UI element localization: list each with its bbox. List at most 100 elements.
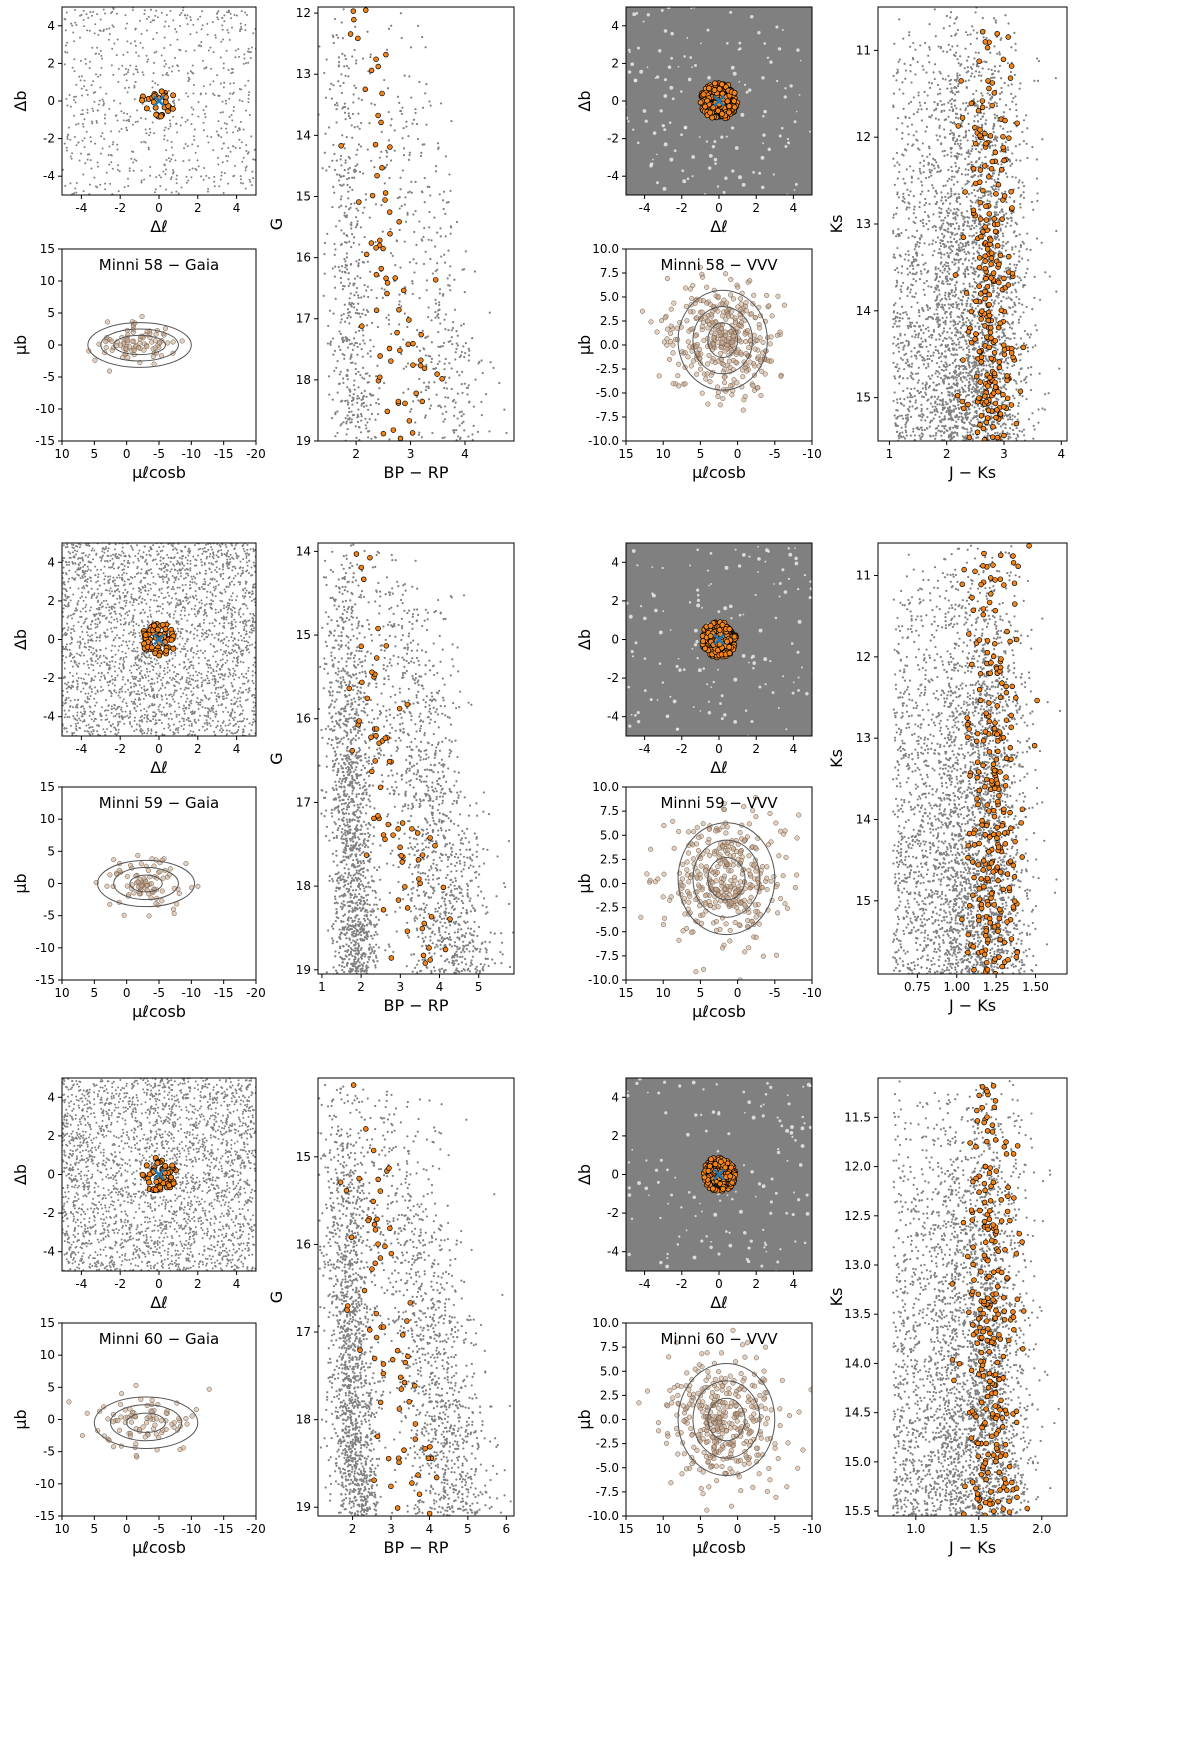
field-star [1009, 224, 1012, 227]
field-star [892, 229, 895, 233]
field-star [250, 46, 253, 49]
field-star [458, 355, 461, 359]
field-star [383, 288, 386, 291]
field-gap [724, 176, 728, 181]
field-star [954, 165, 958, 168]
field-gap [691, 66, 693, 69]
pm-point [141, 347, 147, 353]
field-gap [659, 109, 663, 113]
field-star [434, 302, 438, 305]
field-star [350, 124, 353, 127]
field-star [385, 155, 388, 158]
field-star [328, 309, 332, 312]
pm-point [139, 313, 145, 320]
pm-point [682, 381, 688, 387]
field-star [174, 28, 177, 31]
field-star [383, 78, 386, 82]
pm-point [149, 339, 155, 345]
field-star [348, 394, 351, 397]
field-star [139, 41, 142, 44]
field-star [1019, 367, 1022, 371]
field-star [225, 102, 228, 105]
field-star [373, 435, 376, 439]
field-star [225, 127, 228, 130]
field-star [389, 252, 393, 255]
field-star [923, 428, 926, 432]
field-star [116, 38, 119, 41]
field-star [177, 98, 180, 101]
field-star [411, 122, 414, 125]
field-star [901, 131, 904, 135]
x-tick-label: 0 [155, 201, 163, 215]
field-star [333, 253, 336, 256]
field-star [111, 167, 114, 170]
field-star [934, 345, 937, 348]
field-gap [738, 47, 742, 51]
field-gap [734, 146, 739, 150]
field-star [252, 177, 255, 180]
field-gap [789, 84, 793, 88]
field-star [908, 405, 911, 408]
field-star [80, 13, 83, 16]
member-star [383, 51, 389, 58]
field-star [386, 151, 389, 154]
field-star [170, 158, 173, 161]
field-star [967, 192, 971, 196]
field-star [934, 241, 937, 244]
field-star [937, 118, 940, 121]
field-star [203, 166, 206, 169]
field-star [333, 191, 336, 194]
member-star [395, 398, 402, 405]
member-star [402, 400, 408, 407]
field-star [903, 437, 907, 440]
field-star [354, 216, 358, 219]
field-star [179, 124, 182, 127]
field-star [335, 33, 338, 37]
field-star [1014, 95, 1017, 98]
x-tick-label: 4 [233, 201, 241, 215]
field-star [949, 251, 952, 255]
field-star [81, 94, 84, 97]
field-star [111, 47, 114, 50]
member-star [377, 237, 383, 244]
field-star [928, 61, 931, 64]
field-star [92, 10, 95, 13]
field-star [361, 312, 364, 315]
field-star [951, 261, 954, 264]
y-tick-label: -5 [43, 370, 55, 384]
field-star [348, 240, 351, 243]
field-star [943, 109, 946, 112]
field-star [328, 393, 331, 396]
field-star [989, 51, 992, 54]
field-star [95, 120, 98, 123]
field-star [904, 253, 907, 256]
field-star [1001, 369, 1004, 372]
field-star [968, 366, 971, 369]
field-star [347, 407, 351, 410]
field-star [1023, 283, 1027, 287]
field-star [458, 411, 461, 414]
field-star [84, 62, 87, 65]
field-star [970, 191, 973, 195]
field-star [1008, 418, 1012, 421]
field-star [444, 155, 447, 158]
pm-point [768, 358, 774, 364]
field-star [85, 13, 88, 16]
field-star [241, 160, 244, 163]
field-star [958, 411, 961, 415]
field-star [351, 188, 354, 191]
field-star [406, 213, 409, 216]
field-star [941, 303, 944, 306]
field-star [935, 369, 938, 373]
field-star [973, 238, 976, 242]
field-star [944, 321, 947, 324]
field-star [941, 232, 944, 235]
field-star [975, 243, 978, 246]
field-star [959, 298, 962, 302]
field-gap [758, 171, 762, 175]
field-gap [730, 65, 735, 70]
field-star [231, 26, 234, 29]
field-star [162, 170, 165, 173]
field-star [913, 395, 916, 398]
member-star [359, 323, 365, 329]
